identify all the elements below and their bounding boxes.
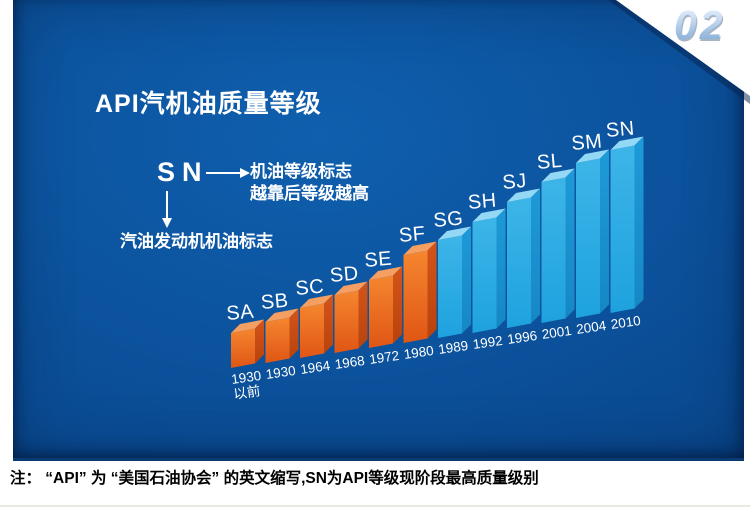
arrow-down-icon [162, 218, 172, 228]
arrow-right-line [206, 172, 240, 174]
arrow-down-line [166, 191, 168, 218]
annotation-engine-oil-mark: 汽油发动机机油标志 [120, 232, 273, 251]
footnote: 注： “API” 为 “美国石油协会” 的英文缩写,SN为API等级现阶段最高质… [10, 470, 539, 487]
bottom-divider [0, 505, 750, 507]
annotation-right: 机油等级标志 越靠后等级越高 [250, 161, 369, 205]
annotation-grade-order: 越靠后等级越高 [250, 184, 369, 203]
annotation-grade-mark: 机油等级标志 [250, 162, 352, 181]
arrow-right-icon [240, 168, 250, 178]
grade-example-label: SN [157, 157, 209, 187]
section-number-badge: 02 [674, 2, 726, 48]
page-title: API汽机油质量等级 [95, 90, 322, 118]
